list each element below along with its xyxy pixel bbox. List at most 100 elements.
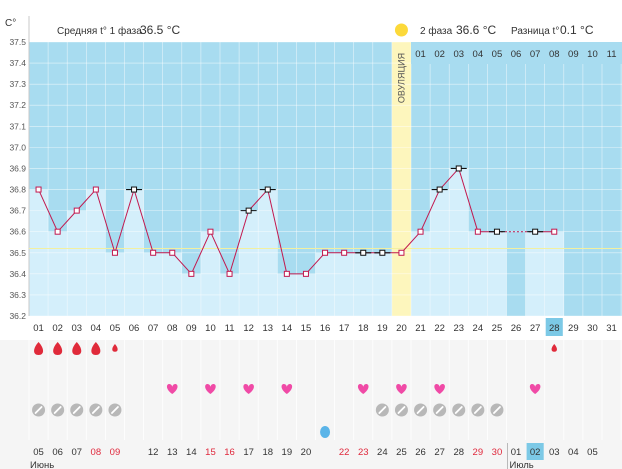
calendar-date-label: 13 (167, 447, 178, 458)
cycle-day-label: 17 (339, 323, 350, 334)
header-bar (30, 16, 622, 42)
y-tick-label: 36.8 (9, 185, 26, 195)
temp-point-day-11 (226, 270, 233, 277)
cycle-day-label: 31 (606, 323, 617, 334)
phase2-day-row (411, 42, 622, 64)
cycle-day-label: 18 (358, 323, 369, 334)
heart-icon (529, 384, 541, 394)
phase2-day-label: 03 (453, 49, 464, 60)
calendar-date-label: 29 (473, 447, 484, 458)
temp-point-day-8 (169, 249, 176, 256)
temp-point-day-24 (474, 228, 481, 235)
temp-point-day-10 (207, 228, 214, 235)
temp-point-day-2 (54, 228, 61, 235)
temp-point-day-14 (283, 270, 290, 277)
phase2-label: 2 фаза (420, 25, 453, 37)
pill-icon-mark (493, 406, 501, 414)
y-tick-label: 36.4 (9, 269, 26, 279)
calendar-date-label: 03 (549, 447, 560, 458)
cycle-day-label: 05 (110, 323, 121, 334)
ovulation-sun-icon (394, 23, 408, 37)
pill-icon-mark (91, 406, 100, 414)
cycle-day-label: 10 (205, 323, 216, 334)
cycle-day-label: 06 (129, 323, 140, 334)
temp-column-23 (449, 168, 469, 316)
y-tick-label: 37.3 (9, 79, 26, 89)
y-tick-label: 37.5 (9, 37, 26, 47)
pill-icon-mark (53, 406, 62, 414)
ovulation-label: ОВУЛЯЦИЯ (396, 53, 406, 103)
temp-line-segment (401, 231, 421, 254)
current-day-highlight (545, 318, 563, 336)
bleeding-drop-icon (551, 344, 557, 352)
calendar-date-label: 01 (511, 447, 522, 458)
cycle-day-label: 09 (186, 323, 197, 334)
temp-point-day-12 (245, 207, 252, 214)
heart-icon (357, 384, 369, 394)
y-tick-label: 37.0 (9, 142, 26, 152)
bleeding-drop-icon (53, 342, 63, 355)
temp-line-segment (458, 168, 479, 232)
temp-line-segment (305, 252, 326, 275)
y-tick-label: 36.9 (9, 163, 26, 173)
calendar-date-label: 12 (148, 447, 159, 458)
today-date-highlight (526, 443, 544, 460)
calendar-date-label: 24 (377, 447, 388, 458)
calendar-date-label: 06 (52, 447, 63, 458)
y-tick-label: 37.2 (9, 100, 26, 110)
y-tick-label: 36.2 (9, 311, 26, 321)
phase2-day-label: 07 (530, 49, 541, 60)
temp-line-segment (209, 231, 231, 275)
cycle-day-label: 01 (33, 323, 44, 334)
heart-icon (396, 384, 407, 394)
temp-point-day-25 (493, 228, 500, 235)
temp-point-day-19 (379, 249, 386, 256)
temp-point-day-28 (551, 228, 558, 235)
bleeding-drop-icon (34, 342, 44, 355)
y-tick-label: 36.7 (9, 206, 26, 216)
calendar-date-label: 14 (186, 447, 197, 458)
calendar-date-label: 18 (262, 447, 273, 458)
temp-column-5 (105, 252, 125, 316)
pill-icon-mark (111, 406, 119, 414)
phase2-day-label: 06 (511, 49, 522, 60)
calendar-date-label: 04 (568, 447, 579, 458)
phase2-value: 36.6 °C (456, 23, 496, 37)
heart-icon (166, 384, 178, 394)
pill-icon-mark (397, 406, 406, 414)
temp-diff-value: 0.1 °C (560, 23, 594, 37)
calendar-date-label: 25 (396, 447, 407, 458)
calendar-date-label: 30 (492, 447, 503, 458)
phase1-value: 36.5 °C (140, 23, 180, 37)
temp-line-segment (38, 189, 59, 232)
cycle-day-label: 26 (511, 323, 522, 334)
ovulation-band (391, 16, 411, 316)
cycle-day-label: 30 (587, 323, 598, 334)
temp-point-day-21 (417, 228, 424, 235)
heart-icon (434, 384, 445, 394)
temp-column-8 (162, 252, 182, 316)
temp-point-day-22 (436, 186, 443, 193)
bleeding-drop-icon (91, 342, 101, 355)
temp-point-day-1 (35, 186, 42, 193)
y-tick-label: 36.5 (9, 248, 26, 258)
calendar-date-label: 05 (33, 447, 44, 458)
cycle-day-label: 14 (282, 323, 293, 334)
cycle-day-label: 15 (301, 323, 312, 334)
phase2-day-label: 05 (492, 49, 503, 60)
y-axis-unit: C° (5, 18, 16, 29)
bleeding-drop-icon (112, 344, 118, 352)
cycle-day-label: 04 (91, 323, 102, 334)
phase2-day-label: 04 (473, 49, 484, 60)
temp-point-day-6 (131, 186, 138, 193)
y-tick-label: 36.3 (9, 290, 26, 300)
pill-icon-mark (72, 406, 81, 414)
calendar-date-label: 15 (205, 447, 216, 458)
cycle-day-label: 19 (377, 323, 388, 334)
symptom-panel (0, 340, 622, 469)
cycle-day-label: 23 (453, 323, 464, 334)
temp-column-7 (143, 252, 163, 316)
cycle-day-label: 11 (225, 323, 235, 334)
temp-line-segment (420, 189, 441, 232)
y-tick-label: 36.6 (9, 227, 26, 237)
